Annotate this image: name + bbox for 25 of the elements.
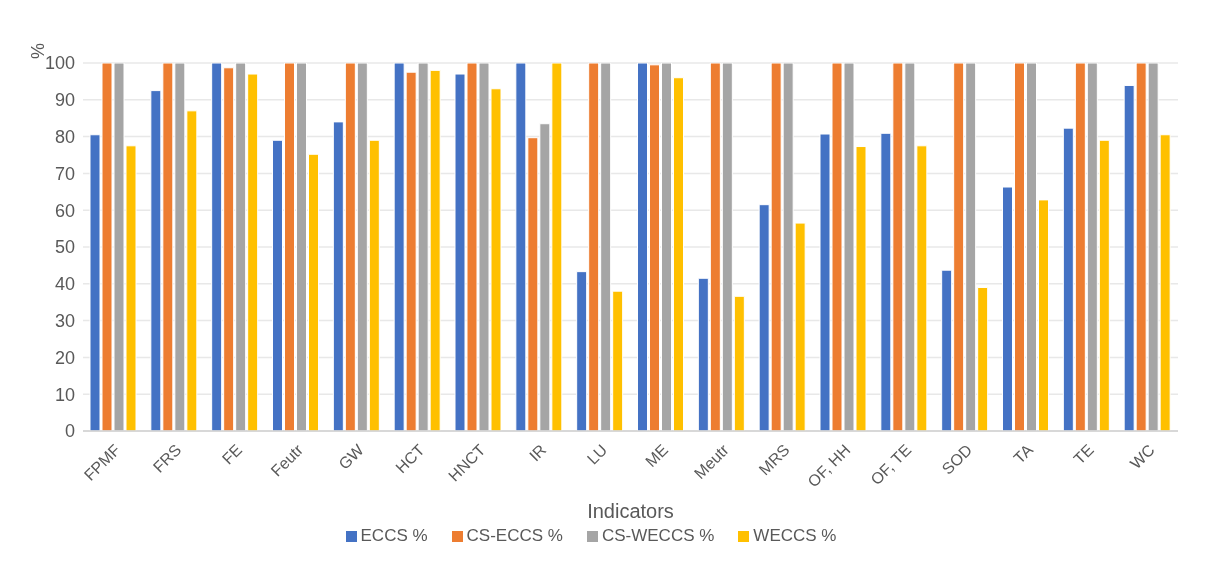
legend-label: WECCS % (753, 526, 837, 545)
x-tick-label: TE (1070, 441, 1097, 468)
x-tick-label: OF, TE (867, 441, 915, 489)
y-tick-label: 50 (54, 237, 75, 258)
y-tick-label: 90 (54, 90, 75, 111)
x-tick-label: IR (526, 441, 550, 465)
x-tick-label: OF, HH (804, 441, 854, 491)
y-tick-label: 20 (54, 347, 75, 368)
legend-label: ECCS % (360, 526, 428, 545)
legend-label: CS-ECCS % (466, 526, 563, 545)
x-tick-label: GW (335, 440, 368, 473)
x-axis-title: Indicators (587, 500, 674, 522)
y-tick-label: 10 (54, 384, 75, 405)
x-tick-label: ME (642, 441, 672, 471)
y-tick-label: 30 (54, 310, 75, 331)
x-tick-label: WC (1126, 441, 1158, 472)
y-tick-label: 60 (54, 200, 75, 221)
x-tick-label: TA (1010, 440, 1037, 467)
y-tick-label: 0 (64, 421, 75, 442)
legend-label: CS-WECCS % (601, 526, 715, 545)
x-tick-label: LU (583, 441, 611, 468)
y-tick-label: 70 (54, 163, 75, 184)
x-tick-label: FE (218, 441, 246, 468)
y-tick-label: 80 (54, 126, 75, 147)
y-tick-label: 40 (54, 274, 75, 295)
